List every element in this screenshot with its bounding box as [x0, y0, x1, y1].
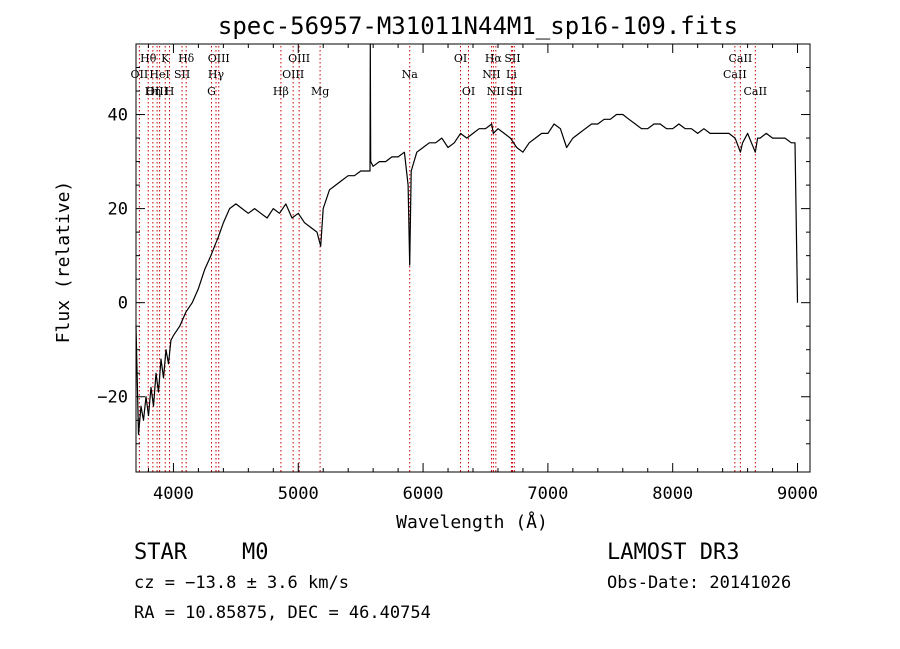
sky-coordinates: RA = 10.85875, DEC = 46.40754: [134, 603, 431, 623]
spectral-line-label: G: [207, 85, 216, 98]
spectral-line-label: OIII: [282, 68, 304, 81]
object-class: STAR: [134, 540, 187, 565]
x-tick-label: 4000: [153, 484, 194, 504]
x-tick-label: 9000: [777, 484, 818, 504]
spectral-line-label: OIII: [208, 52, 230, 65]
spectral-line-label: Hβ: [273, 85, 289, 98]
spectral-line-label: OII: [131, 68, 149, 81]
plot-frame: [135, 43, 811, 473]
x-axis-label: Wavelength (Å): [396, 511, 548, 533]
x-tick-label: 7000: [527, 484, 568, 504]
spectral-line-label: Na: [402, 68, 419, 81]
spectral-line-label: Hα: [485, 52, 503, 65]
x-tick-label: 6000: [403, 484, 444, 504]
redshift-velocity: cz = −13.8 ± 3.6 km/s: [134, 573, 349, 593]
spectral-line-markers: [138, 46, 756, 472]
spectral-line-label: CaII: [723, 68, 747, 81]
spectral-line-label: NII: [487, 85, 505, 98]
spectral-line-label: Hθ: [140, 52, 157, 65]
spectral-line-label: Hδ: [178, 52, 195, 65]
spectrum-series-line: [135, 43, 799, 435]
spectral-line-label: HeI: [149, 68, 169, 81]
y-tick-label: 40: [108, 106, 128, 126]
spectral-line-label: Hγ: [208, 68, 225, 81]
spectral-line-label: SII: [504, 52, 520, 65]
spectral-line-label: CaII: [729, 52, 753, 65]
survey-name: LAMOST DR3: [607, 540, 740, 565]
spectral-line-label: K: [161, 52, 170, 65]
spectral-line-label: OIII: [146, 85, 168, 98]
y-tick-label: 0: [118, 294, 128, 314]
y-axis: −20 0 20 40: [97, 67, 810, 445]
spectral-line-label: CaII: [743, 85, 767, 98]
spectral-line-labels: Hθ OII OIII K HeI Hη SII H Hδ OIII Hγ G OIII OIII Hβ Mg…: [131, 52, 768, 98]
spectral-line-label: H: [165, 85, 175, 98]
spectral-line-label: SII: [174, 68, 190, 81]
object-subclass: M0: [242, 540, 269, 565]
spectral-line-label: OI: [462, 85, 475, 98]
spectral-line-label: SII: [506, 85, 522, 98]
spectral-line-label: Mg: [311, 85, 329, 98]
chart-title: spec-56957-M31011N44M1_sp16-109.fits: [218, 12, 738, 40]
spectral-line-label: OI: [454, 52, 467, 65]
x-axis: 4000 5000 6000 7000 8000 9000: [147, 44, 818, 504]
x-tick-label: 5000: [278, 484, 319, 504]
spectral-line-label: OIII: [288, 52, 310, 65]
y-tick-label: −20: [97, 388, 128, 408]
spectral-line-label: NII: [482, 68, 500, 81]
spectral-line-label: Li: [506, 68, 517, 81]
observation-date: Obs-Date: 20141026: [607, 573, 792, 593]
y-tick-label: 20: [108, 200, 128, 220]
x-tick-label: 8000: [652, 484, 693, 504]
y-axis-label: Flux (relative): [53, 181, 74, 344]
spectral-line-label: Hη: [145, 85, 161, 98]
